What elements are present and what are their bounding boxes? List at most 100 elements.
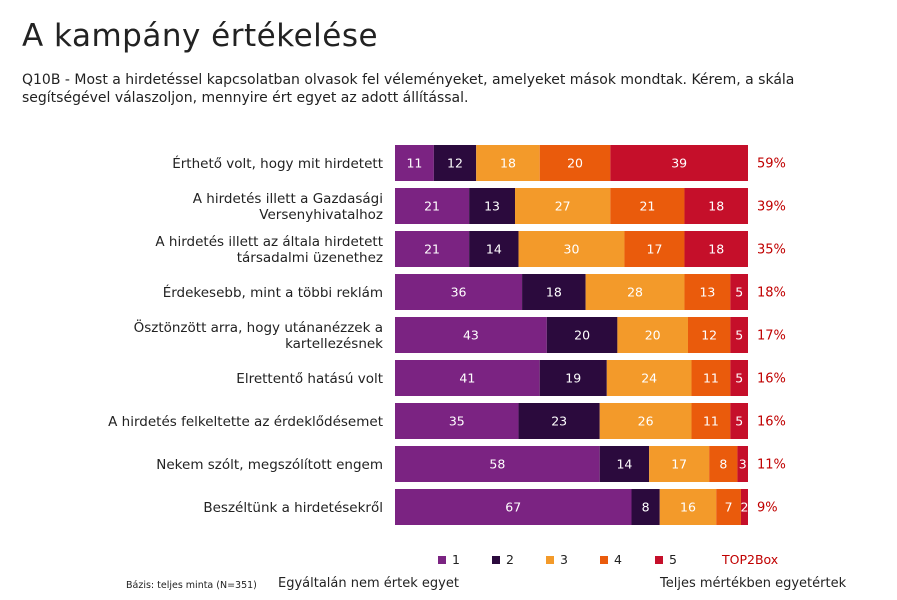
bar-segment-3 <box>599 403 692 439</box>
legend-item-5: 5 <box>655 552 677 567</box>
bar-segment-2 <box>433 145 477 181</box>
legend-item-2: 2 <box>492 552 514 567</box>
bar-segment-4 <box>709 446 738 482</box>
bar-value-label: 7 <box>725 500 733 515</box>
bar-segment-1 <box>395 188 470 224</box>
bar-value-label: 8 <box>719 457 727 472</box>
bar-segment-4 <box>610 188 685 224</box>
top2box-value: 39% <box>757 200 786 215</box>
bar-value-label: 12 <box>447 156 463 171</box>
bar-value-label: 16 <box>680 500 696 515</box>
bar-value-label: 20 <box>567 156 583 171</box>
stacked-bar-chart: Érthető volt, hogy mit hirdetett 11 12 18 20… <box>108 145 786 525</box>
bar-value-label: 35 <box>449 414 465 429</box>
bar-value-label: 26 <box>638 414 654 429</box>
legend-swatch-2 <box>492 555 500 564</box>
category-label: A hirdetés illett az általa hirdetett tár… <box>155 234 383 266</box>
bar-segment-4 <box>687 317 731 353</box>
bar-segment-5 <box>730 360 748 396</box>
bar-value-label: 14 <box>616 457 632 472</box>
category-label: A hirdetés felkeltette az érdeklődésemet <box>108 414 383 430</box>
legend-label-5: 5 <box>669 552 677 567</box>
top2box-value: 35% <box>757 243 786 258</box>
bar-segment-1 <box>395 231 470 267</box>
bar-value-label: 58 <box>489 457 505 472</box>
scale-label-right: Teljes mértékben egyetértek <box>660 576 847 591</box>
top2box-value: 16% <box>757 415 786 430</box>
bar-value-label: 5 <box>735 285 743 300</box>
bar-value-label: 21 <box>424 199 440 214</box>
top2box-value: 59% <box>757 157 786 172</box>
bar-segment-4 <box>684 274 731 310</box>
bar-value-label: 5 <box>735 414 743 429</box>
basis-note: Bázis: teljes minta (N=351) <box>126 580 257 591</box>
legend-swatch-5 <box>655 555 663 564</box>
question-text: Q10B - Most a hirdetéssel kapcsolatban o… <box>22 72 795 106</box>
category-label: Ösztönzött arra, hogy utánanézzek a karte… <box>134 318 384 352</box>
bar-value-label: 18 <box>708 242 724 257</box>
bar-segment-2 <box>518 403 600 439</box>
bar-value-label: 13 <box>484 199 500 214</box>
category-label: Elrettentő hatású volt <box>236 371 383 387</box>
bar-segment-5 <box>730 403 748 439</box>
bar-value-label: 5 <box>735 371 743 386</box>
bar-segment-1 <box>395 317 547 353</box>
bar-value-label: 11 <box>406 156 422 171</box>
bar-value-label: 41 <box>459 371 475 386</box>
legend-item-1: 1 <box>438 552 460 567</box>
bar-value-label: 67 <box>505 500 521 515</box>
bar-value-label: 36 <box>451 285 467 300</box>
bar-value-label: 2 <box>740 500 748 515</box>
top2box-value: 16% <box>757 372 786 387</box>
category-label: Érthető volt, hogy mit hirdetett <box>172 155 383 172</box>
bar-value-label: 28 <box>627 285 643 300</box>
bar-segment-1 <box>395 274 523 310</box>
bar-segment-3 <box>585 274 685 310</box>
category-label: Nekem szólt, megszólított engem <box>156 457 383 473</box>
bar-value-label: 18 <box>546 285 562 300</box>
bar-value-label: 24 <box>641 371 657 386</box>
bar-value-label: 30 <box>564 242 580 257</box>
bar-value-label: 3 <box>739 457 747 472</box>
bar-value-label: 13 <box>699 285 715 300</box>
bar-segment-3 <box>617 317 688 353</box>
bar-value-label: 19 <box>565 371 581 386</box>
bar-segment-5 <box>684 188 748 224</box>
bar-value-label: 43 <box>463 328 479 343</box>
bar-value-label: 23 <box>551 414 567 429</box>
bar-value-label: 21 <box>424 242 440 257</box>
category-label: Érdekesebb, mint a többi reklám <box>163 284 383 301</box>
legend-swatch-4 <box>600 555 608 564</box>
bar-segment-3 <box>476 145 540 181</box>
bar-segment-4 <box>716 489 741 525</box>
bar-segment-3 <box>649 446 710 482</box>
bar-value-label: 17 <box>671 457 687 472</box>
bar-value-label: 5 <box>735 328 743 343</box>
bar-segment-2 <box>631 489 660 525</box>
bar-value-label: 20 <box>574 328 590 343</box>
bar-segment-1 <box>395 360 540 396</box>
bar-value-label: 21 <box>639 199 655 214</box>
bar-segment-2 <box>599 446 650 482</box>
legend-swatch-1 <box>438 555 446 564</box>
bar-segment-3 <box>606 360 692 396</box>
legend-item-4: 4 <box>600 552 622 567</box>
bar-value-label: 18 <box>500 156 516 171</box>
bar-value-label: 27 <box>555 199 571 214</box>
bar-value-label: 8 <box>642 500 650 515</box>
bar-value-label: 14 <box>486 242 502 257</box>
bar-segment-1 <box>395 489 632 525</box>
bar-segment-3 <box>659 489 717 525</box>
legend-swatch-3 <box>546 555 554 564</box>
bar-value-label: 17 <box>647 242 663 257</box>
top2box-value: 9% <box>757 501 778 516</box>
legend-label-3: 3 <box>560 552 568 567</box>
bar-segment-5 <box>610 145 748 181</box>
legend-label-4: 4 <box>614 552 622 567</box>
bar-value-label: 11 <box>703 414 719 429</box>
bar-segment-5 <box>684 231 748 267</box>
legend-label-2: 2 <box>506 552 514 567</box>
bar-segment-2 <box>522 274 586 310</box>
bar-segment-3 <box>515 188 611 224</box>
bar-segment-5 <box>740 489 748 525</box>
